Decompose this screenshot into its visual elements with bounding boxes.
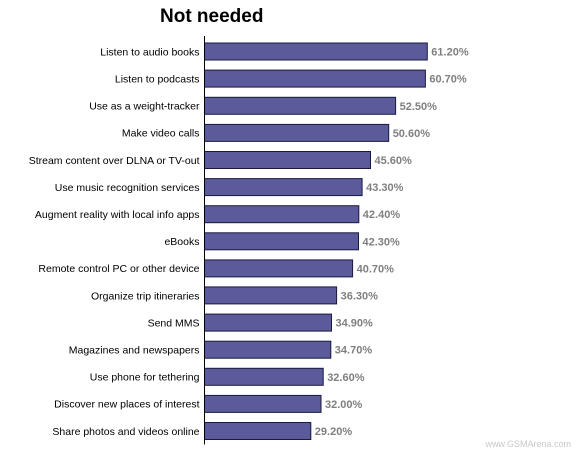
bar bbox=[204, 42, 428, 61]
bar bbox=[204, 286, 338, 305]
watermark: www.GSMArena.com bbox=[484, 439, 571, 449]
bar bbox=[204, 151, 371, 169]
category-label: Stream content over DLNA or TV-out bbox=[29, 155, 200, 167]
category-label: Augment reality with local info apps bbox=[35, 209, 200, 221]
bar bbox=[204, 259, 354, 278]
value-label: 36.30% bbox=[341, 290, 379, 302]
category-label: Discover new places of interest bbox=[54, 399, 199, 411]
category-label: Listen to audio books bbox=[100, 46, 199, 58]
bar bbox=[204, 394, 322, 413]
chart-title: Not needed bbox=[160, 6, 264, 27]
bar bbox=[204, 178, 363, 197]
value-label: 52.50% bbox=[400, 101, 438, 113]
bar bbox=[204, 96, 397, 115]
category-label: Share photos and videos online bbox=[52, 426, 199, 438]
value-label: 34.90% bbox=[336, 318, 374, 330]
category-label: Use phone for tethering bbox=[90, 372, 200, 384]
category-label: Use music recognition services bbox=[55, 182, 200, 194]
bar bbox=[204, 422, 312, 440]
category-label: eBooks bbox=[164, 236, 199, 248]
bar bbox=[204, 340, 332, 359]
value-label: 29.20% bbox=[315, 426, 353, 438]
labels-layer: Listen to audio books 61.20% Listen to pod… bbox=[29, 46, 469, 438]
value-label: 60.70% bbox=[429, 74, 467, 86]
category-label: Make video calls bbox=[122, 128, 200, 140]
value-label: 45.60% bbox=[375, 155, 413, 167]
category-label: Use as a weight-tracker bbox=[89, 101, 200, 113]
bar bbox=[204, 232, 359, 251]
value-label: 32.00% bbox=[325, 399, 363, 411]
value-label: 32.60% bbox=[327, 372, 365, 384]
bar bbox=[204, 205, 360, 224]
value-label: 42.40% bbox=[363, 209, 401, 221]
bar bbox=[204, 367, 324, 386]
value-label: 42.30% bbox=[363, 236, 401, 248]
category-label: Magazines and newspapers bbox=[69, 345, 200, 357]
category-label: Send MMS bbox=[148, 317, 200, 329]
category-label: Remote control PC or other device bbox=[38, 263, 199, 275]
value-label: 61.20% bbox=[431, 47, 469, 59]
bar bbox=[204, 69, 426, 88]
category-label: Organize trip itineraries bbox=[91, 290, 200, 302]
bar bbox=[204, 313, 332, 332]
value-label: 43.30% bbox=[366, 182, 404, 194]
value-label: 50.60% bbox=[393, 128, 431, 140]
bar bbox=[204, 123, 390, 142]
category-label: Listen to podcasts bbox=[115, 73, 200, 85]
value-label: 34.70% bbox=[335, 345, 373, 357]
value-label: 40.70% bbox=[357, 263, 395, 275]
